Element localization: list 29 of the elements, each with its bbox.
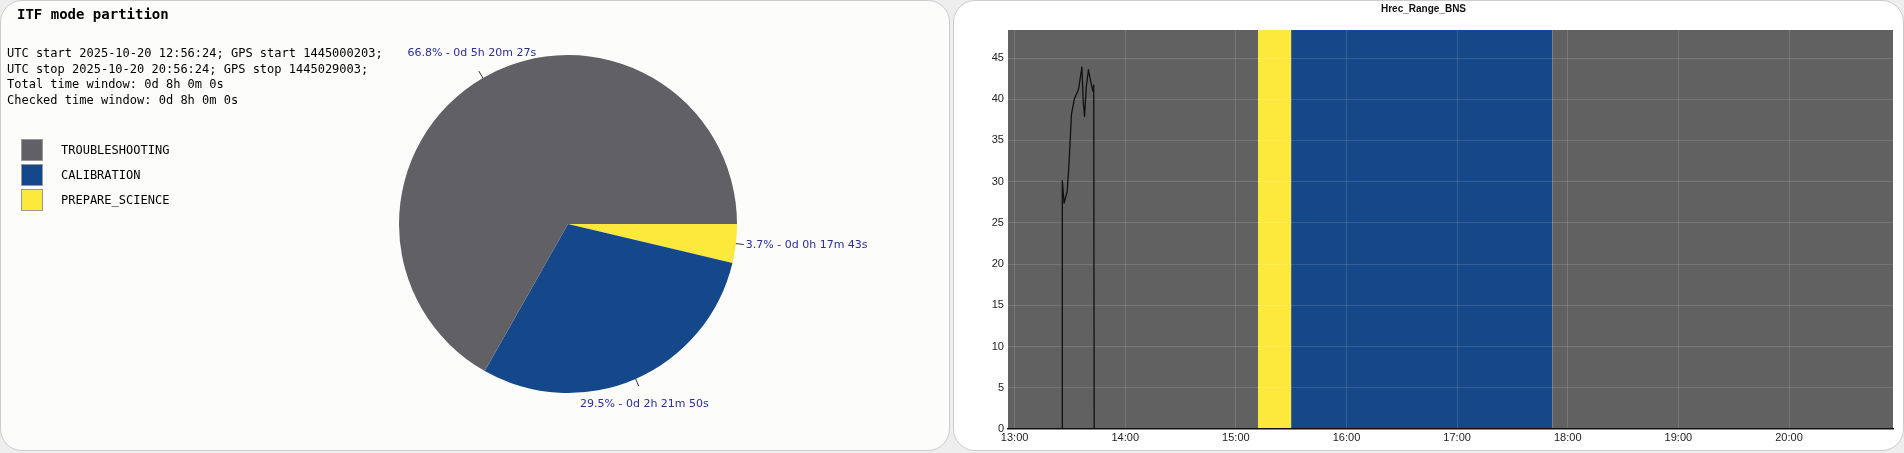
data-label: 3.7% - 0d 0h 17m 43s [745, 237, 868, 251]
y-tick-label: 40 [991, 92, 1004, 105]
y-tick-label: 20 [991, 257, 1004, 270]
x-tick-label: 16:00 [1332, 430, 1361, 443]
legend-label: CALIBRATION [61, 167, 141, 182]
text: Checked time window: 0d 8h 0m 0s [7, 92, 240, 108]
legend-label: TROUBLESHOOTING [61, 142, 170, 157]
legend-label: PREPARE_SCIENCE [61, 192, 170, 207]
y-tick-label: 45 [991, 51, 1004, 64]
x-tick-label: 20:00 [1775, 430, 1803, 443]
y-tick-label: 25 [991, 215, 1004, 228]
x-tick-label: 15:00 [1222, 430, 1250, 443]
x-tick-label: 18:00 [1554, 430, 1582, 443]
y-tick-label: 0 [997, 422, 1004, 435]
text: UTC stop 2025-10-20 20:56:24; GPS stop 1445029003; [7, 61, 370, 77]
text: UTC start 2025-10-20 12:56:24; GPS start 1445000203; [7, 46, 383, 62]
y-tick-label: 30 [991, 174, 1004, 187]
y-tick-label: 35 [991, 133, 1004, 146]
x-tick-label: 17:00 [1443, 430, 1471, 443]
chart-title: Hrec_Range_BNS [1380, 2, 1467, 14]
chart-title: ITF mode partition [17, 6, 169, 22]
x-tick-label: 19:00 [1664, 430, 1693, 443]
y-tick-label: 15 [991, 298, 1004, 311]
data-label: 66.8% - 0d 5h 20m 27s [407, 46, 537, 60]
text: Total time window: 0d 8h 0m 0s [7, 77, 225, 93]
x-tick-label: 14:00 [1111, 430, 1140, 443]
y-tick-label: 10 [991, 339, 1004, 352]
y-tick-label: 5 [997, 380, 1004, 393]
data-label: 29.5% - 0d 2h 21m 50s [580, 397, 710, 411]
